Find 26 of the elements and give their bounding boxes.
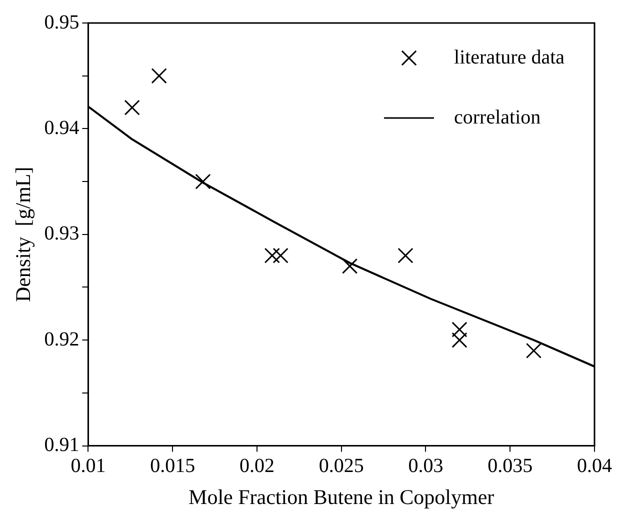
y-tick-label: 0.94 bbox=[44, 116, 80, 139]
point bbox=[342, 258, 358, 274]
point bbox=[526, 342, 542, 358]
y-axis-title: Density [g/mL] bbox=[11, 166, 36, 302]
point bbox=[151, 68, 167, 84]
x-tick-label: 0.01 bbox=[70, 455, 106, 478]
point bbox=[195, 174, 211, 190]
point bbox=[264, 248, 280, 264]
y-tick-label: 0.95 bbox=[44, 11, 80, 34]
legend-label: literature data bbox=[454, 46, 565, 68]
x-tick-label: 0.02 bbox=[239, 455, 274, 478]
legend-label: correlation bbox=[454, 106, 541, 128]
point bbox=[398, 248, 414, 264]
y-tick-label: 0.93 bbox=[44, 222, 80, 245]
x-tick-label: 0.035 bbox=[488, 455, 533, 478]
point bbox=[452, 322, 468, 338]
x-tick-label: 0.025 bbox=[318, 455, 364, 478]
x-axis-title: Mole Fraction Butene in Copolymer bbox=[188, 484, 494, 509]
point bbox=[272, 248, 288, 264]
y-tick-label: 0.91 bbox=[44, 434, 80, 456]
x-tick-label: 0.03 bbox=[408, 455, 444, 478]
x-tick-label: 0.04 bbox=[577, 455, 612, 478]
y-tick-label: 0.92 bbox=[44, 328, 80, 350]
x-tick-label: 0.015 bbox=[150, 455, 196, 478]
point bbox=[124, 100, 140, 116]
point bbox=[452, 332, 468, 348]
